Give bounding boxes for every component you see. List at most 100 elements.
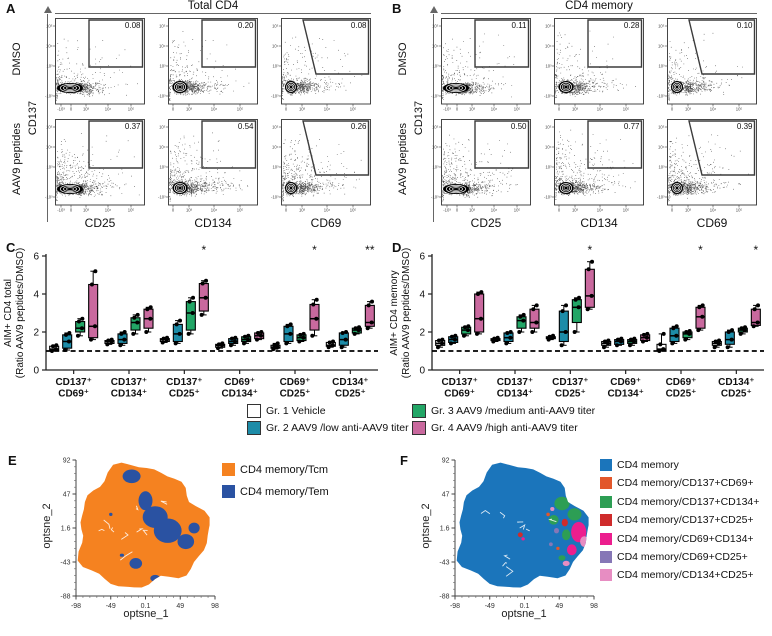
panel-B-yaxis-arrow-icon [429, 6, 438, 13]
svg-text:6: 6 [33, 252, 39, 263]
panel-A-xlabel-cd25: CD25 [84, 216, 116, 230]
box-cat-label: CD137⁺ [111, 377, 147, 388]
gate-percentage: 0.39 [737, 122, 753, 131]
box-D-g5-s3 [750, 303, 761, 329]
svg-text:10³: 10³ [469, 107, 476, 112]
svg-text:-10³: -10³ [544, 94, 552, 99]
gate [302, 19, 370, 75]
tsne-F-legend-swatch [600, 477, 612, 490]
svg-text:-10³: -10³ [57, 208, 65, 213]
gate-percentage: 0.10 [737, 21, 753, 30]
box-C-g1-s0 [104, 337, 115, 347]
svg-text:10⁴: 10⁴ [597, 208, 604, 213]
box-D-g4-s1 [669, 324, 680, 346]
svg-text:10³: 10³ [685, 107, 692, 112]
svg-text:10⁵: 10⁵ [237, 107, 244, 112]
scatter-dots [282, 134, 362, 202]
gate-percentage: 0.08 [351, 21, 367, 30]
flow-plot-B-row0-col0: 0.11 -10³ 0 10³ 10⁴ 10⁵ 10⁵ 10⁴ 10³ -10³ [431, 18, 531, 112]
svg-text:10³: 10³ [572, 107, 579, 112]
svg-text:10⁵: 10⁵ [736, 107, 743, 112]
box-D-g5-s0 [711, 338, 722, 350]
svg-text:10⁴: 10⁴ [105, 208, 112, 213]
scatter-dots [668, 32, 743, 101]
svg-text:10³: 10³ [46, 165, 53, 170]
density-contours [172, 81, 188, 93]
svg-text:10⁴: 10⁴ [159, 44, 166, 49]
svg-text:10³: 10³ [159, 64, 166, 69]
box-D-g4-s0 [656, 331, 667, 353]
panel-A-xlabel-cd134: CD134 [194, 216, 232, 230]
panel-label-F: F [400, 453, 408, 468]
svg-text:-10³: -10³ [45, 94, 53, 99]
box-cat-label: CD25⁺ [555, 389, 586, 400]
legend-label-gr1: Gr. 1 Vehicle [266, 405, 326, 417]
density-contours [443, 83, 469, 93]
svg-text:0: 0 [70, 208, 73, 213]
svg-text:10⁵: 10⁵ [128, 208, 135, 213]
svg-text:-10³: -10³ [443, 107, 451, 112]
svg-text:2: 2 [419, 328, 425, 339]
box-D-g1-s3 [529, 303, 540, 334]
tsne-E-legend-item-tcm: CD4 memory/Tcm [222, 463, 328, 476]
flow-plot-A-row0-col0: 0.08 -10³ 0 10³ 10⁴ 10⁵ 10⁵ 10⁴ 10³ -10³ [45, 18, 145, 112]
box-C-g5-s1 [338, 330, 349, 350]
tsne-F-legend-swatch [600, 551, 612, 563]
svg-text:10⁵: 10⁵ [46, 24, 53, 29]
svg-text:-43: -43 [439, 560, 449, 567]
svg-text:10⁴: 10⁴ [159, 145, 166, 150]
tsne-F-ylabel: optsne_2 [420, 503, 432, 549]
tsne-blob [77, 462, 210, 588]
legend-label-gr2: Gr. 2 AAV9 /low anti-AAV9 titer [266, 422, 409, 434]
svg-text:-49: -49 [106, 603, 116, 610]
box-cat-label: CD134⁺ [332, 377, 368, 388]
panel-B-title-rule [441, 13, 757, 14]
box-cat-label: CD134⁺ [497, 389, 533, 400]
tsne-panel-F: -98 92 -49 47 0.1 1.6 49 -43 98 -88 [439, 458, 598, 611]
svg-text:10⁵: 10⁵ [46, 125, 53, 130]
box-D-g0-s1 [448, 333, 459, 346]
svg-text:-88: -88 [60, 594, 70, 601]
panel-label-B: B [392, 1, 402, 16]
svg-text:0: 0 [70, 107, 73, 112]
box-D-g4-s3 [695, 303, 706, 333]
gate [88, 19, 144, 68]
svg-text:10⁴: 10⁴ [46, 145, 53, 150]
tsne-E-swatch-tcm [222, 463, 235, 476]
gate-percentage: 0.11 [512, 21, 528, 30]
svg-text:10⁴: 10⁴ [545, 44, 552, 49]
tsne-F-legend-item: CD4 memory/CD137+CD69+ [600, 477, 754, 490]
svg-text:10³: 10³ [685, 208, 692, 213]
box-cat-label: CD137⁺ [441, 377, 477, 388]
svg-text:10⁵: 10⁵ [159, 24, 166, 29]
legend-swatch-gr4 [412, 421, 426, 435]
svg-text:10⁵: 10⁵ [545, 125, 552, 130]
svg-text:-10³: -10³ [431, 195, 439, 200]
svg-text:-43: -43 [60, 560, 70, 567]
boxplot-panel-C: 0246CD137⁺CD69⁺CD137⁺CD134⁺CD137⁺CD25⁺CD… [3, 243, 378, 400]
density-contours [172, 182, 188, 194]
box-cat-label: CD137⁺ [552, 377, 588, 388]
box-D-g4-s2 [682, 329, 693, 342]
density-contours [558, 182, 574, 194]
svg-text:10⁵: 10⁵ [736, 208, 743, 213]
density-contours [671, 182, 683, 194]
svg-text:47: 47 [442, 492, 450, 499]
tsne-F-legend-item: CD4 memory/CD137+CD134+ [600, 495, 759, 508]
box-D-g0-s2 [461, 324, 472, 338]
legend-swatch-gr2 [247, 421, 261, 435]
box-C-g3-s1 [228, 335, 239, 348]
tsne-F-legend-item: CD4 memory/CD137+CD25+ [600, 514, 754, 527]
svg-text:10⁵: 10⁵ [514, 208, 521, 213]
gate [474, 19, 530, 68]
svg-text:0: 0 [671, 107, 674, 112]
svg-text:-10³: -10³ [57, 107, 65, 112]
svg-text:10⁴: 10⁴ [545, 145, 552, 150]
svg-text:10³: 10³ [545, 64, 552, 69]
gate-percentage: 0.26 [351, 122, 367, 131]
panel-A-yaxis-line [47, 14, 48, 222]
density-contours [57, 83, 83, 93]
legend-item-gr4: Gr. 4 AAV9 /high anti-AAV9 titer [412, 421, 578, 435]
svg-text:10³: 10³ [432, 165, 439, 170]
gate [88, 120, 144, 169]
